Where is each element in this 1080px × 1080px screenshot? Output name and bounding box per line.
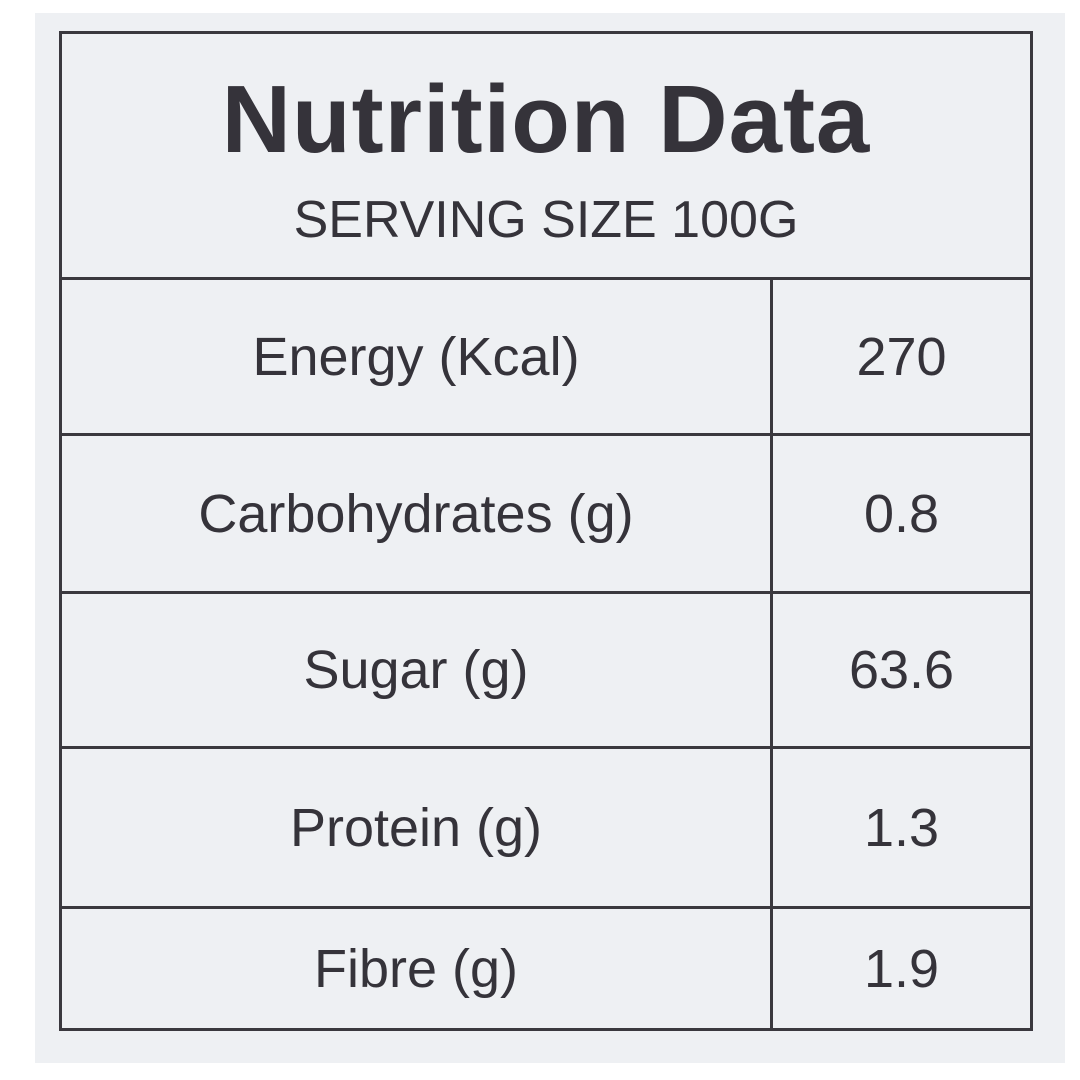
table-title: Nutrition Data [221, 66, 871, 173]
nutrient-value: 270 [856, 326, 947, 387]
nutrient-label: Fibre (g) [62, 909, 773, 1028]
table-header: Nutrition Data SERVING SIZE 100G [62, 34, 1030, 280]
nutrient-value: 63.6 [848, 640, 955, 700]
nutrient-value: 1.3 [863, 797, 940, 858]
nutrient-label: Energy (Kcal) [62, 280, 773, 433]
nutrient-label: Protein (g) [62, 749, 773, 906]
nutrient-value: 1.9 [863, 938, 940, 999]
table-row: Sugar (g) 63.6 [62, 594, 1030, 749]
label-background [35, 13, 1065, 1063]
nutrition-table: Nutrition Data SERVING SIZE 100G Energy … [59, 31, 1033, 1031]
nutrient-value: 0.8 [863, 483, 940, 544]
nutrient-label: Sugar (g) [62, 594, 773, 746]
table-row: Carbohydrates (g) 0.8 [62, 436, 1030, 594]
nutrient-label: Carbohydrates (g) [62, 436, 773, 591]
table-row: Protein (g) 1.3 [62, 749, 1030, 909]
table-row: Fibre (g) 1.9 [62, 909, 1030, 1028]
serving-size: SERVING SIZE 100G [293, 191, 799, 249]
table-row: Energy (Kcal) 270 [62, 280, 1030, 436]
